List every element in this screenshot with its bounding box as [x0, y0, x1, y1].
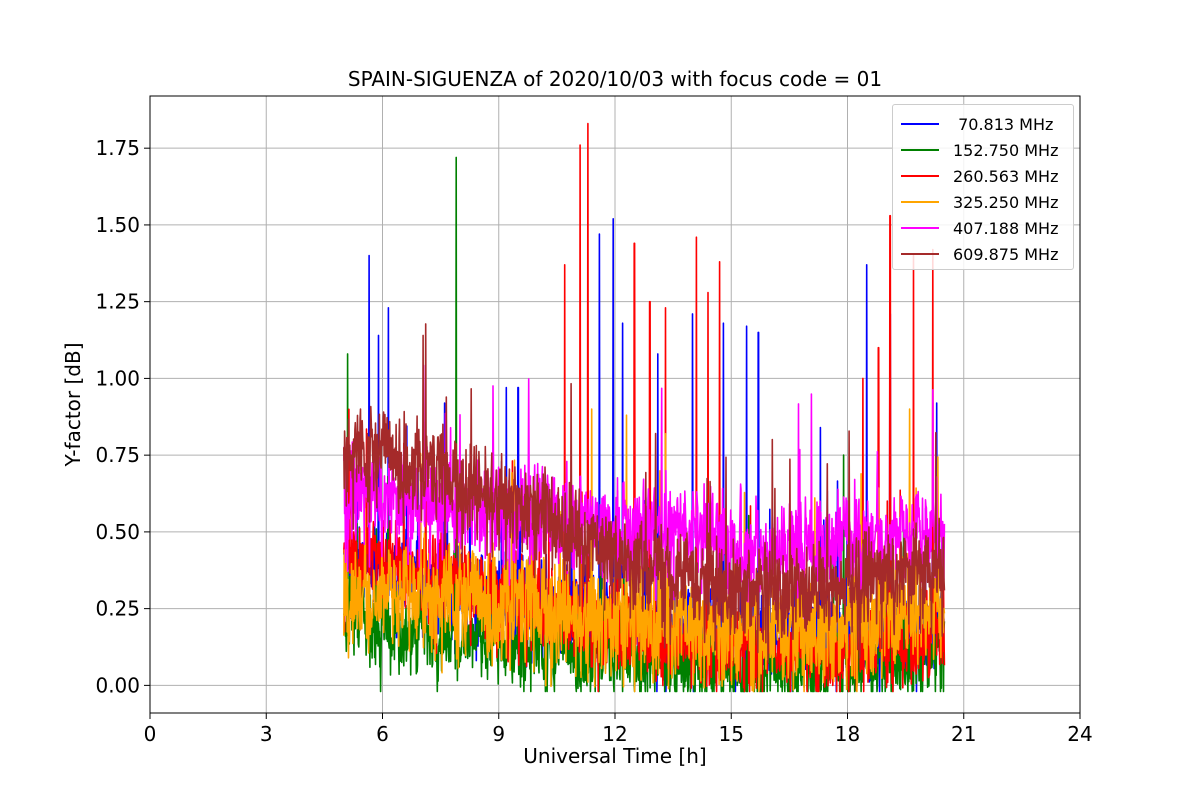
legend-swatch — [901, 123, 939, 125]
x-tick-label: 18 — [835, 722, 860, 746]
y-tick-label: 1.50 — [95, 213, 140, 237]
x-tick-label: 24 — [1067, 722, 1092, 746]
legend-item: 260.563 MHz — [893, 163, 1073, 189]
y-tick-label: 0.00 — [95, 673, 140, 697]
x-tick-label: 12 — [602, 722, 627, 746]
y-tick-label: 0.50 — [95, 520, 140, 544]
legend-item: 325.250 MHz — [893, 189, 1073, 215]
grid — [149, 96, 1081, 713]
legend-item: 407.188 MHz — [893, 215, 1073, 241]
legend-swatch — [901, 227, 939, 229]
series-line — [343, 323, 946, 664]
legend-swatch — [901, 253, 939, 255]
legend-item: 152.750 MHz — [893, 137, 1073, 163]
y-tick-label: 0.75 — [95, 443, 140, 467]
y-axis-label: Y-factor [dB] — [61, 342, 85, 467]
legend: 70.813 MHz 152.750 MHz 260.563 MHz 325.250 … — [892, 104, 1074, 270]
legend-label: 152.750 MHz — [953, 141, 1059, 160]
legend-item: 70.813 MHz — [893, 111, 1073, 137]
x-tick-label: 21 — [951, 722, 976, 746]
legend-label: 260.563 MHz — [953, 167, 1059, 186]
x-tick-label: 9 — [492, 722, 505, 746]
x-tick-label: 3 — [260, 722, 273, 746]
legend-label: 70.813 MHz — [953, 115, 1054, 134]
y-tick-label: 1.25 — [95, 290, 140, 314]
y-tick-label: 1.00 — [95, 366, 140, 390]
axis-ticks: 0 3 6 9 12 15 18 21 24 0.00 0.25 0.50 0.75 1.00 1.25 1.… — [95, 136, 1092, 746]
plot-area — [342, 122, 946, 693]
legend-item: 609.875 MHz — [893, 241, 1073, 267]
y-tick-label: 1.75 — [95, 136, 140, 160]
x-tick-label: 15 — [719, 722, 744, 746]
y-tick-label: 0.25 — [95, 597, 140, 621]
legend-label: 407.188 MHz — [953, 219, 1059, 238]
legend-swatch — [901, 175, 939, 177]
x-tick-label: 6 — [376, 722, 389, 746]
x-tick-label: 0 — [144, 722, 157, 746]
legend-swatch — [901, 201, 939, 203]
legend-label: 609.875 MHz — [953, 245, 1059, 264]
legend-swatch — [901, 149, 939, 151]
chart-title: SPAIN-SIGUENZA of 2020/10/03 with focus … — [348, 67, 882, 91]
x-axis-label: Universal Time [h] — [523, 744, 706, 768]
legend-label: 325.250 MHz — [953, 193, 1059, 212]
